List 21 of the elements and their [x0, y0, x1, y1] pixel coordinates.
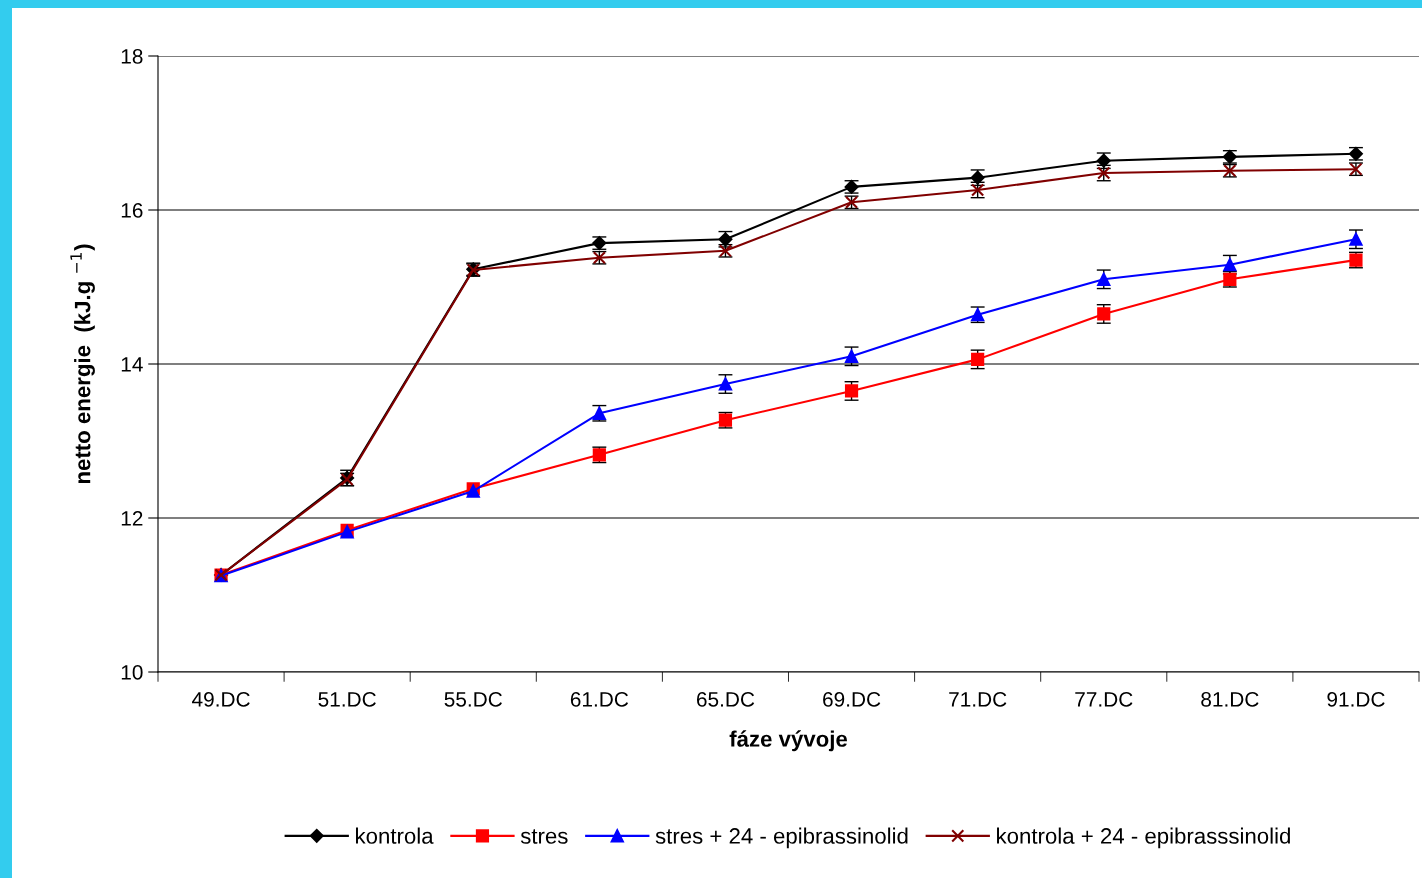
x-tick-label: 91.DC — [1327, 691, 1385, 707]
y-tick-label: 10 — [121, 665, 143, 680]
y-tick-label: 14 — [121, 357, 143, 372]
x-tick-label: 49.DC — [192, 691, 250, 707]
y-axis-title: netto energie (kJ.g $^{−1}$) — [70, 244, 95, 484]
x-tick-label: 69.DC — [823, 691, 881, 707]
legend-label: kontrola + 24 - epibrasssinolid — [997, 827, 1290, 849]
x-tick-label: 65.DC — [696, 691, 755, 707]
x-tick-label: 81.DC — [1201, 691, 1259, 707]
x-tick-label: 55.DC — [444, 691, 502, 707]
y-tick-label: 18 — [121, 49, 143, 64]
x-tick-label: 61.DC — [570, 691, 629, 707]
y-tick-label: 16 — [121, 203, 143, 218]
legend-label: stres — [520, 829, 568, 844]
x-axis-title: fáze vývoje — [729, 730, 848, 752]
legend-label: stres + 24 - epibrassinolid — [655, 827, 908, 849]
y-tick-label: 12 — [121, 511, 143, 526]
x-tick-label: 71.DC — [949, 691, 1007, 707]
x-tick-label: 77.DC — [1075, 691, 1133, 707]
x-tick-label: 51.DC — [318, 691, 376, 707]
legend-label: kontrola — [356, 827, 434, 844]
